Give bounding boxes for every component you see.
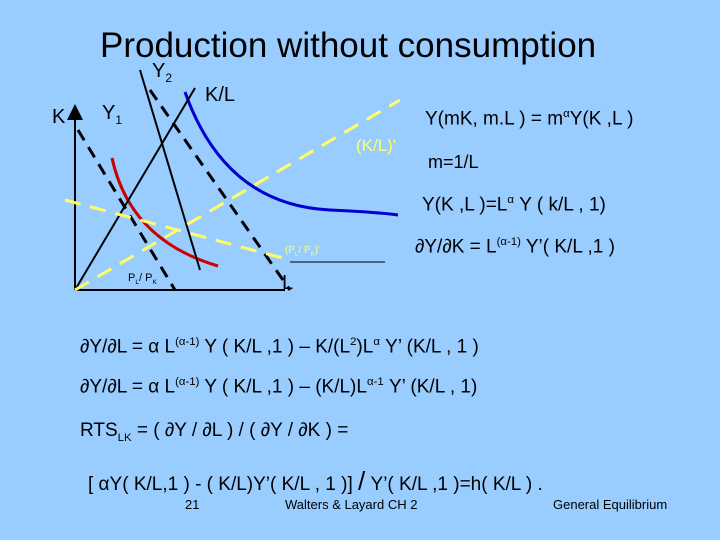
title: Production without consumption: [100, 26, 597, 65]
text-part: ∂Y/∂L = α L: [80, 336, 176, 358]
price-line: [76, 129, 177, 291]
text-part: Y(K ,L )=L: [422, 194, 508, 216]
text-part: Y’ (K/L , 1): [383, 376, 478, 398]
equation: RTSLK = ( ∂Y / ∂L ) / ( ∂Y / ∂K ) =: [80, 420, 348, 444]
y1-label: Y1: [102, 102, 122, 127]
y2-label: Y2: [152, 60, 172, 85]
equation: Y(K ,L )=Lα Y ( k/L , 1): [422, 194, 606, 216]
text-part: L: [295, 252, 299, 258]
footer-source: Walters & Layard CH 2: [285, 497, 418, 512]
text-part: K: [310, 252, 315, 258]
text-part: ∂Y/∂K = L: [415, 236, 497, 258]
text-part: Y ( K/L ,1 ) – (K/L)L: [199, 376, 367, 398]
equation: m=1/L: [428, 152, 479, 172]
text-part: Y: [152, 60, 166, 82]
text-part: / P: [298, 245, 311, 256]
text-part: RTS: [80, 420, 118, 441]
price-ratio: PL/ PK: [128, 272, 157, 286]
text-part: α-1: [366, 376, 384, 388]
equation: ∂Y/∂L = α L(α-1) Y ( K/L ,1 ) – K/(L2)Lα…: [80, 336, 479, 358]
equation: ∂Y/∂L = α L(α-1) Y ( K/L ,1 ) – (K/L)Lα-…: [80, 376, 477, 398]
text-part: )L: [356, 336, 374, 358]
equation: Y(mK, m.L ) = mαY(K ,L ): [425, 108, 633, 130]
text-part: Y ( k/L , 1): [513, 194, 606, 216]
text-part: α: [373, 336, 380, 348]
text-part: (α-1): [496, 236, 521, 248]
text-part: /: [358, 466, 366, 496]
l-axis-label: L: [282, 272, 294, 294]
equation: ∂Y/∂K = L(α-1) Y’( K/L ,1 ): [415, 236, 615, 258]
k-axis-label: K: [52, 106, 66, 128]
ray-prime-label: (K/L)': [356, 136, 397, 155]
price-ratio-prime: (PL/ PK)': [285, 245, 320, 258]
price-line: [148, 89, 292, 291]
isoquant-y2: [183, 91, 399, 217]
text-part: )': [314, 245, 320, 256]
text-part: 1: [115, 113, 123, 127]
equation: [ αY( K/L,1 ) - ( K/L)Y’( K/L , 1 )] / Y…: [88, 466, 543, 497]
ray-k-l: [74, 87, 196, 291]
text-part: Y: [102, 102, 116, 124]
text-part: P: [128, 272, 136, 284]
text-part: Y’ (K/L , 1 ): [379, 336, 479, 358]
text-part: (P: [285, 245, 295, 256]
isoquant-y1: [110, 157, 219, 268]
text-part: [ αY( K/L,1 ) - ( K/L)Y’( K/L , 1 )]: [88, 474, 359, 495]
ray-aux: [139, 69, 201, 271]
footer-topic: General Equilibrium: [553, 497, 668, 512]
text-part: 2: [350, 336, 357, 348]
text-part: 2: [165, 71, 173, 85]
text-part: K: [152, 279, 157, 287]
page-number: 21: [185, 497, 200, 512]
text-part: Y’( K/L ,1 ): [520, 236, 615, 258]
text-part: Y’( K/L ,1 )=h( K/L ) .: [365, 474, 543, 495]
text-part: ∂Y/∂L = α L: [80, 376, 176, 398]
text-part: α: [563, 108, 570, 120]
text-part: Y(mK, m.L ) = m: [425, 108, 564, 130]
ray-k-l-prime: [74, 98, 401, 292]
text-part: / P: [139, 272, 153, 284]
text-part: Y(K ,L ): [569, 108, 634, 130]
text-part: L: [135, 279, 140, 287]
text-part: α: [507, 194, 514, 206]
text-part: (α-1): [175, 336, 200, 348]
ray-label: K/L: [205, 84, 236, 106]
price-line-prime: [64, 198, 291, 262]
text-part: LK: [117, 431, 132, 444]
text-part: Y ( K/L ,1 ) – K/(L: [199, 336, 351, 358]
text-part: (α-1): [175, 376, 200, 388]
text-part: = ( ∂Y / ∂L ) / ( ∂Y / ∂K ) =: [131, 420, 349, 441]
